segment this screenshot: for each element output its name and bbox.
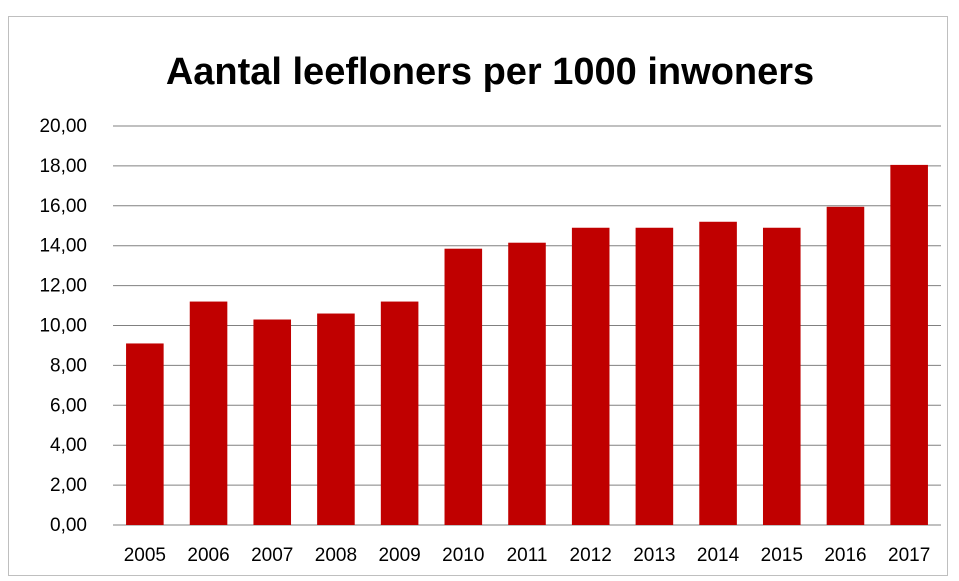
x-tick-label: 2015 — [761, 545, 803, 566]
x-tick-label: 2008 — [315, 545, 357, 566]
x-axis-ticks: 2005 2006 2007 2008 2009 2010 2011 2012 2013 2014… — [124, 545, 931, 566]
bar-2014 — [699, 221, 737, 525]
gridlines — [113, 125, 941, 526]
x-tick-label: 2009 — [378, 545, 420, 566]
y-tick-label: 20,00 — [39, 116, 87, 137]
bar-2016 — [826, 206, 865, 526]
x-tick-label: 2011 — [507, 545, 548, 566]
y-tick-label: 0,00 — [50, 515, 87, 536]
bar-2017 — [890, 164, 928, 525]
bar-2007 — [253, 319, 292, 525]
y-tick-label: 16,00 — [39, 196, 87, 217]
y-tick-label: 14,00 — [39, 236, 87, 257]
bar-2015 — [762, 227, 801, 525]
y-tick-label: 10,00 — [39, 316, 87, 337]
x-tick-label: 2005 — [124, 545, 166, 566]
y-tick-label: 4,00 — [50, 435, 87, 456]
bar-2006 — [189, 301, 228, 525]
y-tick-label: 18,00 — [39, 156, 87, 177]
x-tick-label: 2007 — [251, 545, 293, 566]
bar-2011 — [508, 242, 546, 525]
bar-2013 — [635, 227, 674, 525]
bar-2009 — [380, 301, 419, 525]
x-tick-label: 2017 — [888, 545, 930, 566]
y-tick-label: 12,00 — [39, 276, 87, 297]
y-tick-label: 6,00 — [50, 395, 87, 416]
bar-2010 — [444, 248, 483, 525]
bar-2008 — [317, 313, 355, 525]
y-axis-ticks: 0,00 2,00 4,00 6,00 8,00 10,00 12,00 14,00 16,00… — [39, 116, 87, 536]
x-tick-label: 2016 — [824, 545, 866, 566]
x-tick-label: 2012 — [570, 545, 612, 566]
y-tick-label: 2,00 — [50, 475, 87, 496]
x-tick-label: 2010 — [442, 545, 484, 566]
bars — [126, 164, 928, 526]
y-tick-label: 8,00 — [50, 355, 87, 376]
chart-title: Aantal leefloners per 1000 inwoners — [166, 51, 814, 93]
x-tick-label: 2013 — [633, 545, 675, 566]
bar-2012 — [571, 227, 610, 525]
x-tick-label: 2006 — [187, 545, 229, 566]
bar-2005 — [126, 343, 164, 525]
x-tick-label: 2014 — [697, 545, 740, 566]
